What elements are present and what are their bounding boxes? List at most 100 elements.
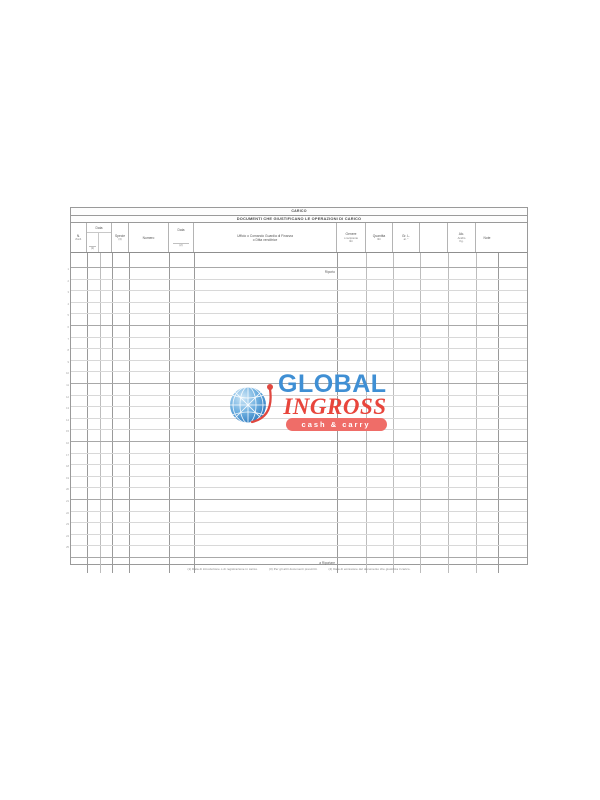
column-header-data-a-sub: (1)	[90, 246, 95, 250]
grid-column-divider	[194, 253, 195, 574]
row-number: 4	[67, 303, 69, 307]
carry-forward-rule	[71, 267, 527, 269]
column-header-ufficio: Ufficio o Comando Guardia di Finanza o D…	[194, 223, 337, 253]
row-number: 13	[66, 407, 69, 411]
row-number: 8	[67, 349, 69, 353]
grid-row-divider	[71, 511, 527, 513]
row-number: 7	[67, 338, 69, 342]
grid-column-divider	[498, 253, 499, 574]
grid-column-divider	[448, 253, 449, 574]
column-header-specie: Specie (3)	[112, 223, 129, 253]
grid-row-divider	[71, 476, 527, 478]
column-header-alc-sub: Anidro	[457, 236, 466, 240]
column-header-note: Note	[476, 223, 498, 252]
column-header-data-title: Data	[87, 223, 111, 234]
row-number: 11	[66, 384, 69, 388]
column-header-data-b	[99, 233, 111, 252]
column-header-doc-data-label: Data	[177, 228, 185, 233]
column-header-n-ord-label: N.	[76, 233, 81, 238]
grid-row-divider	[71, 360, 527, 362]
column-header-quantita-label: Quantita	[372, 233, 386, 238]
column-header-gradi: Gr. L. ar. °	[393, 223, 420, 253]
grid-row-divider	[71, 383, 527, 385]
date-rule-a	[89, 240, 96, 247]
grid-row-divider	[71, 545, 527, 547]
column-header-genere-sub: o recipiente	[344, 236, 358, 240]
row-number: 20	[66, 488, 69, 492]
form-subtitle-band: DOCUMENTI CHE GIUSTIFICANO LE OPERAZIONI…	[71, 215, 527, 224]
footnote-4: (4) Data di emissione del documento che …	[328, 567, 411, 571]
grid-row-divider	[71, 557, 527, 559]
row-number: 14	[66, 419, 69, 423]
form-footnotes: (1) Data di introduzione o di registrazi…	[70, 567, 528, 571]
grid-row-divider	[71, 302, 527, 304]
grid-row-divider	[71, 429, 527, 431]
grid-row-divider	[71, 406, 527, 408]
row-number: 5	[67, 314, 69, 318]
grid-column-divider	[366, 253, 367, 574]
form-title-band: CARICO	[71, 208, 527, 216]
column-header-alc-label: Alc.	[458, 232, 465, 237]
grid-row-divider	[71, 418, 527, 420]
date-rule-b	[173, 237, 189, 244]
row-number: 15	[66, 430, 69, 434]
row-number: 1	[67, 268, 69, 272]
column-header-specie-label: Specie	[114, 233, 126, 238]
grid-column-divider	[420, 253, 421, 574]
grid-row-divider	[71, 395, 527, 397]
grid-row-divider	[71, 487, 527, 489]
column-header-alc: Alc. Anidro Kg.	[448, 223, 476, 253]
grid-row-divider	[71, 337, 527, 339]
grid-row-divider	[71, 464, 527, 466]
grid-row-divider	[71, 441, 527, 443]
grid-row-divider	[71, 371, 527, 373]
row-number: 12	[66, 396, 69, 400]
carry-forward-label: Riporto	[324, 270, 335, 275]
grid-row-divider	[71, 534, 527, 536]
column-header-genere: Genere o recipiente litri	[337, 223, 366, 253]
column-header-n-ord-sub: d'ord.	[75, 238, 82, 242]
row-number: 21	[66, 500, 69, 504]
column-header-ufficio-label: Ufficio o Comando Guardia di Finanza	[237, 233, 293, 238]
column-header-ufficio-sub: o Ditta venditrice	[252, 237, 278, 242]
row-number: 16	[66, 442, 69, 446]
column-header-gradi-sub: ar. °	[403, 238, 409, 242]
grid-row-divider	[71, 313, 527, 315]
column-header-specie-sub: (3)	[118, 238, 122, 242]
row-number: 25	[66, 546, 69, 550]
grid-column-divider	[476, 253, 477, 574]
grid-column-divider	[169, 253, 170, 574]
scanned-page: CARICO DOCUMENTI CHE GIUSTIFICANO LE OPE…	[66, 207, 530, 574]
grid-row-divider	[71, 325, 527, 327]
row-number: 10	[66, 372, 69, 376]
row-number: 19	[66, 477, 69, 481]
grid-row-divider	[71, 453, 527, 455]
carry-to-label: a Riportare	[319, 561, 335, 566]
row-number: 2	[67, 280, 69, 284]
grid-row-divider	[71, 348, 527, 350]
row-number: 23	[66, 523, 69, 527]
grid-row-divider	[71, 522, 527, 524]
row-number: 24	[66, 535, 69, 539]
grid-row-divider	[71, 290, 527, 292]
column-header-n-ord: N. d'ord.	[71, 223, 87, 253]
column-header-genere-sub2: litri	[349, 240, 353, 244]
grid-column-divider	[99, 253, 101, 574]
row-number: 17	[66, 454, 69, 458]
column-header-quantita-sub: litri	[377, 238, 381, 242]
row-number: 9	[67, 361, 69, 365]
carico-register-form: CARICO DOCUMENTI CHE GIUSTIFICANO LE OPE…	[66, 207, 528, 574]
table-header-row: N. d'ord. Data (1) Specie (3)	[71, 223, 527, 254]
row-number: 3	[67, 291, 69, 295]
column-header-numero-label: Numero	[142, 235, 155, 240]
column-header-numero: Numero	[129, 223, 169, 253]
footnote-3: (3) Per gli altri documenti prescritti.	[268, 567, 318, 571]
column-header-alc-sub2: Kg.	[459, 240, 464, 244]
footnote-1: (1) Data di introduzione o di registrazi…	[187, 567, 259, 571]
column-header-blank	[420, 223, 448, 253]
column-header-quantita: Quantita litri	[366, 223, 393, 253]
row-number: 6	[67, 326, 69, 330]
grid-column-divider	[129, 253, 130, 574]
column-header-genere-label: Genere	[345, 232, 357, 237]
column-header-gradi-label: Gr. L.	[401, 233, 411, 238]
